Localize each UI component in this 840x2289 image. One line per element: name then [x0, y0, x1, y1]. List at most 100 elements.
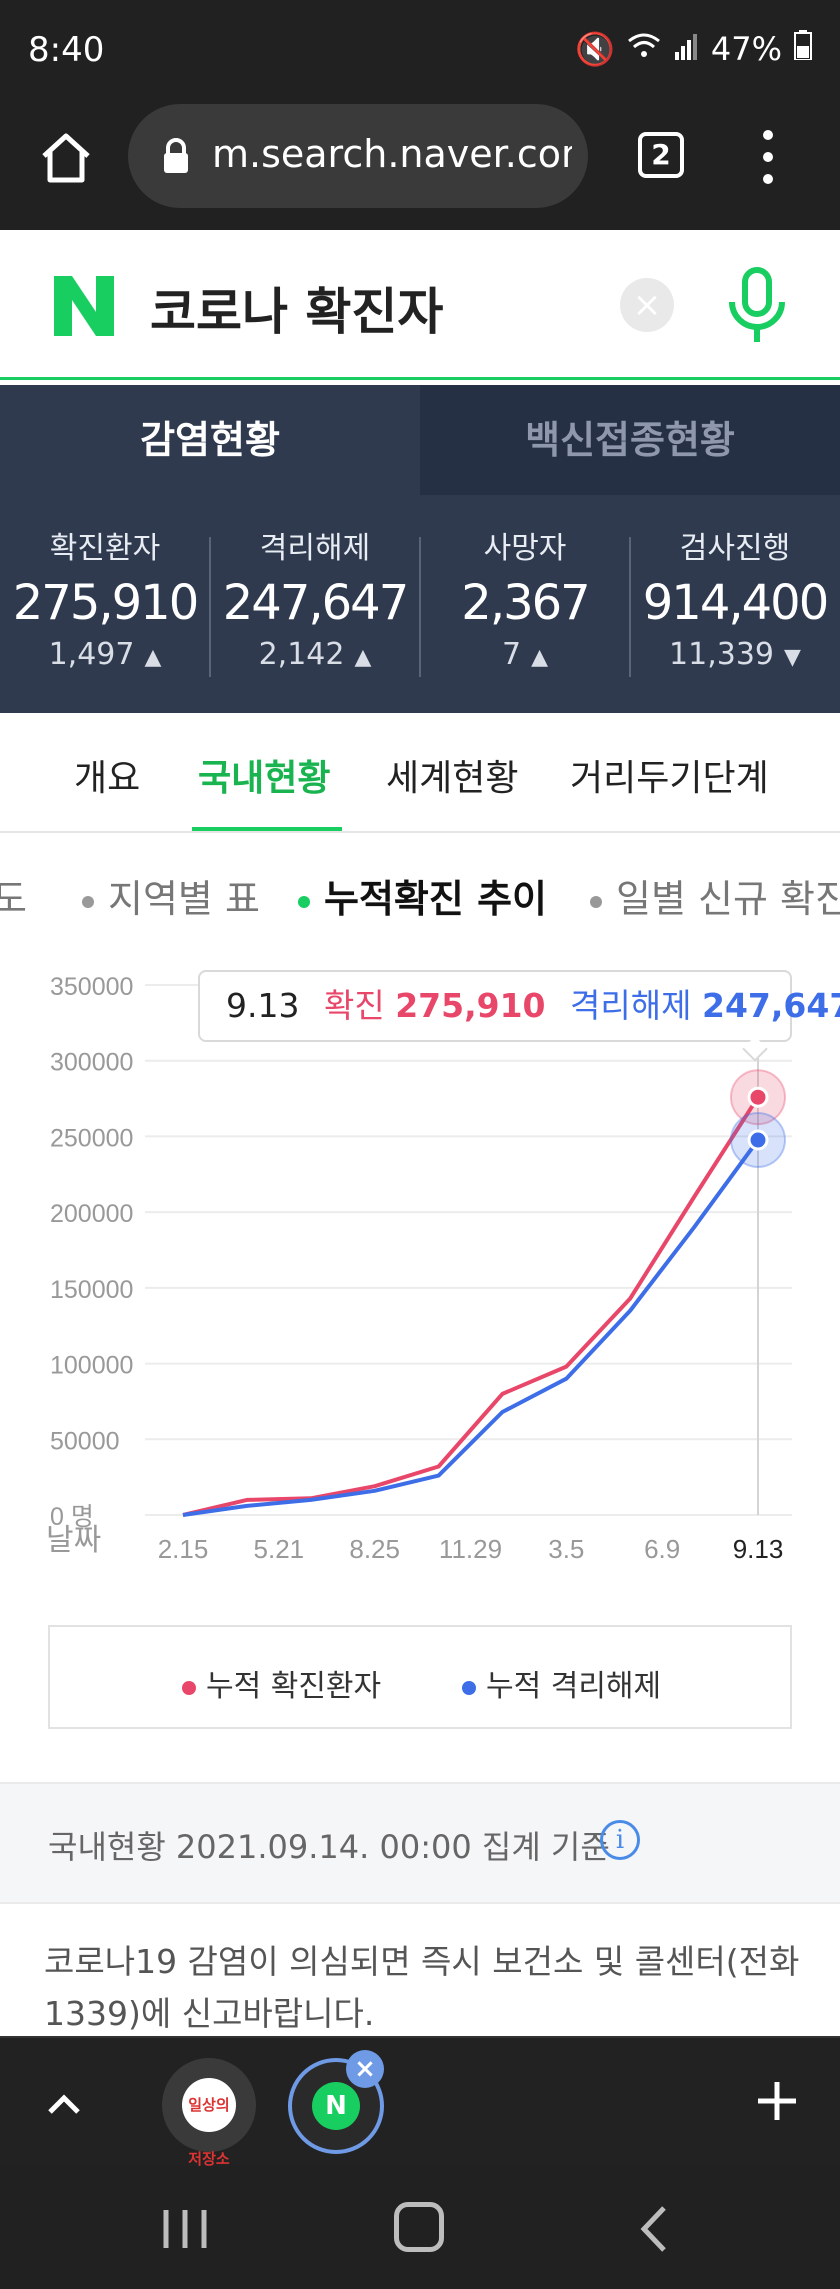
search-query[interactable]: 코로나 확진자 — [150, 283, 444, 341]
legend-confirmed[interactable]: 누적 확진환자 — [182, 1661, 381, 1705]
lock-icon — [162, 138, 190, 174]
close-tab-icon[interactable]: × — [346, 2050, 384, 2088]
x-tick-label: 2.15 — [158, 1534, 209, 1564]
y-tick-label: 250000 — [50, 1124, 133, 1152]
chart-legend: 누적 확진환자 누적 격리해제 — [48, 1625, 792, 1729]
x-tick-label: 6.9 — [644, 1534, 680, 1564]
subtab-overview[interactable]: 개요 — [74, 758, 141, 799]
chevron-up-icon[interactable] — [42, 2082, 86, 2126]
stat-released: 격리해제 247,647 2,142 ▲ — [210, 495, 420, 713]
stat-change: 1,497 ▲ — [0, 637, 210, 672]
stat-change-value: 11,339 — [669, 637, 775, 672]
stats-row: 확진환자 275,910 1,497 ▲ 격리해제 247,647 2,142 ▲ … — [0, 495, 840, 713]
stat-change: 2,142 ▲ — [210, 637, 420, 672]
wifi-icon — [627, 30, 661, 68]
x-tick-label: 9.13 — [733, 1534, 784, 1564]
open-tab-2-active[interactable]: N — [288, 2058, 384, 2154]
battery-icon — [794, 30, 812, 68]
subtab-distancing[interactable]: 거리두기단계 — [570, 758, 769, 799]
open-tab-1[interactable]: 일상의저장소 — [162, 2058, 256, 2168]
series-line-released — [182, 1138, 760, 1517]
legend-dot — [462, 1680, 476, 1695]
tooltip-released-label: 격리해제 — [570, 986, 692, 1025]
chip-label: 도 — [0, 877, 27, 921]
tab-infection-status[interactable]: 감염현황 — [0, 385, 420, 495]
recent-apps-icon[interactable] — [160, 2206, 210, 2252]
y-tick-label: 150000 — [50, 1276, 133, 1304]
browser-toolbar: m.search.naver.com 2 — [0, 100, 840, 230]
status-bar: 8:40 🔇 47% — [0, 0, 840, 100]
microphone-icon[interactable] — [722, 266, 792, 346]
system-navigation-bar — [0, 2166, 840, 2289]
stat-label: 확진환자 — [49, 531, 161, 566]
back-icon[interactable] — [634, 2204, 674, 2254]
stat-value: 914,400 — [642, 575, 830, 631]
y-tick-label: 100000 — [50, 1352, 133, 1380]
home-icon[interactable] — [36, 128, 96, 188]
x-tick-label: 3.5 — [548, 1534, 584, 1564]
subtab-domestic[interactable]: 국내현황 — [198, 758, 331, 799]
stat-confirmed: 확진환자 275,910 1,497 ▲ — [0, 495, 210, 713]
home-button-icon[interactable] — [394, 2202, 444, 2252]
divider — [629, 537, 631, 677]
y-tick-label: 50000 — [50, 1427, 120, 1455]
x-tick-label: 5.21 — [254, 1534, 305, 1564]
chip-label: 지역별 표 — [108, 877, 260, 921]
new-tab-plus-icon[interactable] — [754, 2078, 800, 2124]
signal-icon — [673, 30, 699, 68]
divider — [419, 537, 421, 677]
chip-label: 일별 신규 확진 — [616, 877, 840, 921]
stat-label: 격리해제 — [259, 531, 371, 566]
chip-province[interactable]: 도 — [0, 868, 27, 923]
chip-regional-table[interactable]: 지역별 표 — [82, 868, 260, 923]
chip-dot — [590, 895, 602, 908]
search-bar: 코로나 확진자 × — [0, 230, 840, 380]
series-line-confirmed — [182, 1096, 760, 1517]
naver-tab-favicon: N — [312, 2082, 360, 2130]
info-icon[interactable]: i — [600, 1820, 640, 1860]
tooltip-confirmed-value: 275,910 — [395, 986, 546, 1025]
x-tick-label: 11.29 — [439, 1534, 502, 1564]
chart-tooltip: 9.13 확진 275,910 격리해제 247,647 — [198, 970, 840, 1042]
clear-search-button[interactable]: × — [620, 278, 674, 332]
y-tick-label: 350000 — [50, 973, 133, 1001]
tooltip-confirmed-label: 확진 — [323, 986, 385, 1025]
address-bar[interactable]: m.search.naver.com — [128, 104, 588, 208]
up-arrow-icon: ▲ — [531, 645, 548, 670]
tooltip-released-value: 247,647 — [701, 986, 840, 1025]
stat-change-value: 1,497 — [48, 637, 135, 672]
stat-label: 사망자 — [483, 531, 567, 566]
url-text: m.search.naver.com — [212, 132, 572, 176]
more-menu-icon[interactable] — [758, 130, 778, 190]
data-basis-text: 국내현황 2021.09.14. 00:00 집계 기준 — [48, 1828, 610, 1866]
legend-label: 누적 확진환자 — [206, 1669, 382, 1704]
legend-released[interactable]: 누적 격리해제 — [462, 1661, 661, 1705]
stat-change-value: 7 — [501, 637, 522, 672]
covid-dashboard: 감염현황 백신접종현황 확진환자 275,910 1,497 ▲ 격리해제 247… — [0, 385, 840, 713]
stat-testing: 검사진행 914,400 11,339 ▼ — [630, 495, 840, 713]
naver-logo-icon[interactable] — [52, 274, 116, 338]
y-tick-label: 300000 — [50, 1049, 133, 1077]
domestic-subtabs: 개요 국내현황 세계현황 거리두기단계 — [0, 713, 840, 833]
status-time: 8:40 — [28, 30, 105, 70]
series-end-point — [747, 1086, 769, 1108]
stat-label: 검사진행 — [679, 531, 791, 566]
chip-dot — [298, 895, 310, 908]
chip-daily-new[interactable]: 일별 신규 확진 — [590, 868, 840, 923]
chip-label: 누적확진 추이 — [324, 877, 547, 921]
cumulative-chart[interactable]: 0 명 50000 100000 150000 200000 250000 300000 35… — [0, 950, 840, 1570]
legend-dot — [182, 1680, 196, 1695]
stat-value: 247,647 — [222, 575, 410, 631]
mute-icon: 🔇 — [575, 30, 615, 68]
divider — [209, 537, 211, 677]
tab-switcher-button[interactable]: 2 — [638, 132, 684, 178]
stat-change: 7 ▲ — [420, 637, 630, 672]
up-arrow-icon: ▲ — [144, 645, 162, 670]
x-axis-label: 날짜 — [46, 1524, 101, 1557]
y-tick-label: 200000 — [50, 1200, 133, 1228]
legend-label: 누적 격리해제 — [486, 1669, 662, 1704]
active-tab-indicator — [192, 827, 342, 831]
chip-cumulative-trend[interactable]: 누적확진 추이 — [298, 868, 547, 923]
tab-vaccination-status[interactable]: 백신접종현황 — [420, 385, 840, 495]
subtab-world[interactable]: 세계현황 — [386, 758, 519, 799]
